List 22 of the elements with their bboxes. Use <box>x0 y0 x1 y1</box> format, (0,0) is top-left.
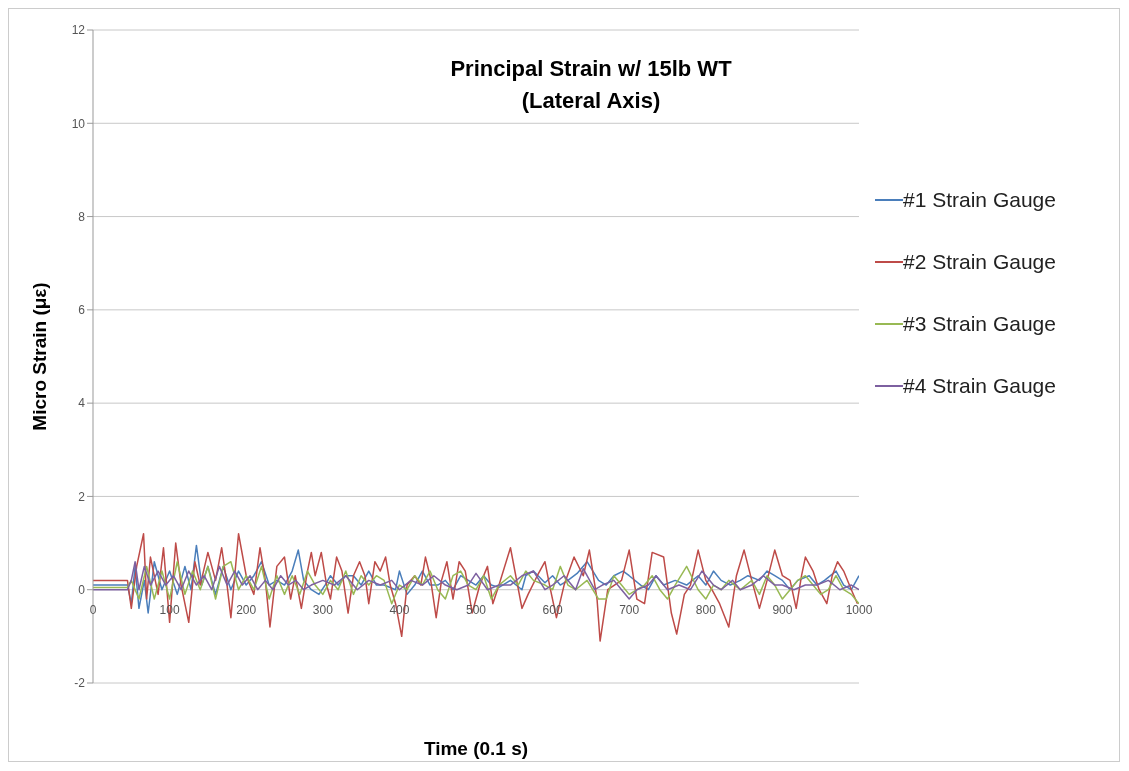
y-tick-label: 12 <box>71 23 86 38</box>
x-tick-label: 900 <box>772 602 793 617</box>
y-axis-title: Micro Strain (με) <box>28 282 50 431</box>
y-tick-label: 0 <box>78 582 86 597</box>
x-tick-label: 200 <box>236 602 257 617</box>
y-tick-label: 2 <box>78 489 86 504</box>
legend-label: #1 Strain Gauge <box>903 188 1056 212</box>
legend-label: #4 Strain Gauge <box>903 374 1056 398</box>
legend-label: #3 Strain Gauge <box>903 312 1056 336</box>
y-tick-label: -2 <box>74 676 86 691</box>
y-tick-label: 8 <box>78 209 86 224</box>
x-tick-label: 0 <box>89 602 97 617</box>
x-tick-label: 300 <box>312 602 334 617</box>
y-tick-label: 4 <box>78 396 86 411</box>
x-tick-label: 700 <box>619 602 640 617</box>
y-tick-label: 6 <box>78 303 86 318</box>
x-tick-label: 1000 <box>845 602 873 617</box>
text: Principal Strain w/ 15lb WT (Lateral Axis) <box>449 55 733 115</box>
y-tick-label: 10 <box>71 116 86 131</box>
x-axis-title: Time (0.1 s) <box>423 738 529 759</box>
legend-label: #2 Strain Gauge <box>903 250 1056 274</box>
x-tick-label: 800 <box>695 602 717 617</box>
